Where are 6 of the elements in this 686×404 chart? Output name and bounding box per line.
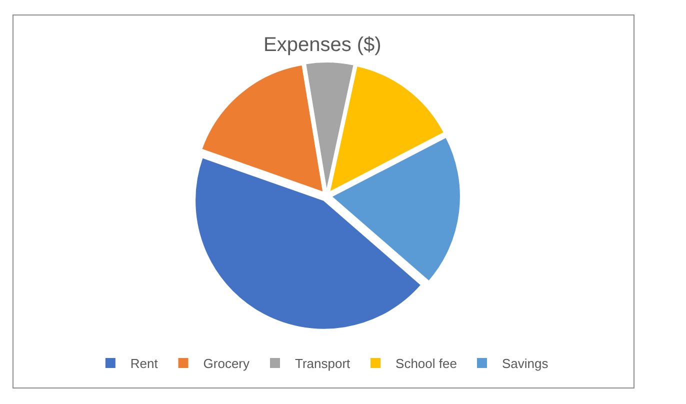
legend-label: School fee (396, 356, 457, 372)
legend-label: Rent (130, 356, 158, 372)
chart-title: Expenses ($) (264, 34, 382, 56)
legend-label: Transport (295, 356, 351, 372)
legend-label: Savings (502, 356, 549, 372)
legend-label: Grocery (203, 356, 250, 372)
